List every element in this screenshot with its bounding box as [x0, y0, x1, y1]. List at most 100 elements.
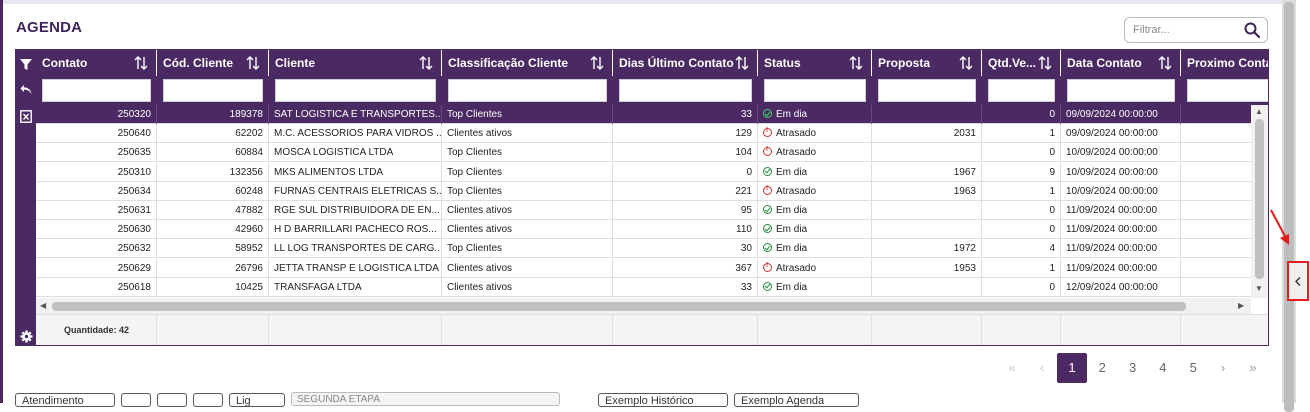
column-header-classificacao[interactable]: Classificação Cliente — [442, 50, 613, 76]
column-filter-data-contato[interactable] — [1067, 79, 1175, 102]
vertical-scroll-thumb[interactable] — [1255, 119, 1264, 279]
export-excel-icon[interactable] — [18, 108, 34, 124]
column-header-status[interactable]: Status — [758, 50, 872, 76]
filter-input[interactable] — [1131, 22, 1241, 38]
vertical-scrollbar[interactable]: ▲ ▼ — [1251, 105, 1268, 298]
table-row[interactable]: 250635 60884 MOSCA LOGISTICA LTDA Top Clien… — [36, 143, 1251, 163]
tool-button[interactable] — [193, 393, 223, 407]
horizontal-scroll-thumb[interactable] — [52, 302, 1186, 311]
column-filter-contato[interactable] — [42, 79, 151, 102]
column-filter-cod-cliente[interactable] — [163, 79, 263, 102]
cell-dias-ultimo-contato: 0 — [613, 162, 758, 182]
cell-contato: 250320 — [36, 105, 157, 124]
column-header-cliente[interactable]: Cliente — [269, 50, 442, 76]
cell-status: Atrasado — [758, 143, 872, 163]
cell-cliente: LL LOG TRANSPORTES DE CARG... — [269, 239, 442, 259]
column-filter-proximo-contato[interactable] — [1187, 79, 1268, 102]
page-scroll-thumb[interactable] — [1284, 2, 1294, 412]
column-header-dias-ultimo-contato[interactable]: Dias Último Contato — [613, 50, 758, 76]
edit-button[interactable] — [121, 393, 151, 407]
sort-icon[interactable] — [1158, 55, 1172, 71]
table-row[interactable]: 250310 132356 MKS ALIMENTOS LTDA Top Client… — [36, 162, 1251, 182]
table-row[interactable]: 250631 47882 RGE SUL DISTRIBUIDORA DE EN..… — [36, 201, 1251, 220]
cell-contato: 250640 — [36, 124, 157, 144]
table-row[interactable]: 250629 26796 JETTA TRANSP E LOGISTICA LTDA… — [36, 258, 1251, 278]
cell-cliente: SAT LOGISTICA E TRANSPORTES... — [269, 105, 442, 124]
page-2-button[interactable]: 2 — [1098, 360, 1106, 375]
table-row[interactable]: 250632 58952 LL LOG TRANSPORTES DE CARG...… — [36, 239, 1251, 259]
attendance-button[interactable]: Atendimento — [15, 393, 115, 407]
page-4-button[interactable]: 4 — [1159, 360, 1167, 375]
first-page-button[interactable]: « — [1008, 360, 1016, 375]
sort-icon[interactable] — [735, 55, 749, 71]
red-arrow-annotation — [1270, 209, 1289, 245]
column-header-data-contato[interactable]: Data Contato — [1061, 50, 1181, 76]
column-header-proposta[interactable]: Proposta — [872, 50, 982, 76]
history-example-button[interactable]: Exemplo Histórico — [598, 393, 728, 407]
cell-proximo-contato: 11/09/2024 — [1181, 201, 1251, 220]
status-text: Em dia — [776, 243, 808, 255]
column-filter-classificacao[interactable] — [448, 79, 607, 102]
stage-input[interactable]: SEGUNDA ETAPA — [291, 392, 560, 406]
column-header-label: Cód. Cliente — [163, 56, 234, 70]
filter-box[interactable] — [1124, 17, 1268, 43]
cell-cliente: TRANSFAGA LTDA — [269, 277, 442, 297]
cell-classificacao: Clientes ativos — [442, 124, 613, 144]
sort-icon[interactable] — [590, 55, 604, 71]
page-3-button[interactable]: 3 — [1128, 360, 1137, 375]
scroll-up-arrow[interactable]: ▲ — [1255, 107, 1263, 116]
refresh-button[interactable] — [157, 393, 187, 407]
collapse-panel-button[interactable] — [1287, 261, 1309, 301]
column-filter-row — [36, 76, 1268, 105]
status-text: Em dia — [776, 224, 808, 236]
table-row[interactable]: 250618 10425 TRANSFAGA LTDA Clientes ativos… — [36, 277, 1251, 297]
link-button[interactable]: Lig — [229, 393, 285, 407]
cell-cod-cliente: 26796 — [157, 258, 269, 278]
column-filter-status[interactable] — [764, 79, 866, 102]
cell-proximo-contato: 12/09/2024 — [1181, 278, 1251, 297]
sort-icon[interactable] — [1038, 55, 1052, 71]
table-row[interactable]: 250320 189378 SAT LOGISTICA E TRANSPORTES.… — [36, 105, 1251, 124]
next-page-button[interactable]: › — [1220, 360, 1226, 375]
sort-icon[interactable] — [419, 55, 433, 71]
search-icon[interactable] — [1244, 22, 1260, 38]
undo-icon[interactable] — [18, 82, 34, 98]
column-header-cod-cliente[interactable]: Cód. Cliente — [157, 50, 269, 76]
status-text: Atrasado — [776, 262, 817, 274]
last-page-button[interactable]: » — [1249, 360, 1257, 375]
table-row[interactable]: 250640 62202 M.C. ACESSORIOS PARA VIDROS .… — [36, 124, 1251, 144]
cell-dias-ultimo-contato: 33 — [613, 105, 758, 124]
filter-icon[interactable] — [18, 57, 34, 73]
scroll-down-arrow[interactable]: ▼ — [1255, 284, 1263, 293]
horizontal-scrollbar[interactable]: ◀ ▶ — [36, 298, 1251, 314]
table-row[interactable]: 250630 42960 H D BARRILLARI PACHECO ROS...… — [36, 220, 1251, 240]
column-filter-proposta[interactable] — [878, 79, 976, 102]
cell-data-contato: 11/09/2024 00:00:00 — [1061, 258, 1181, 278]
page-scrollbar[interactable] — [1282, 0, 1296, 412]
agenda-grid: Contato Cód. Cliente Cliente Classificação … — [15, 49, 1269, 346]
page-5-button[interactable]: 5 — [1189, 360, 1197, 375]
column-header-contato[interactable]: Contato — [36, 50, 157, 76]
previous-page-button[interactable]: ‹ — [1039, 360, 1045, 375]
column-filter-cliente[interactable] — [275, 79, 436, 102]
agenda-example-button[interactable]: Exemplo Agenda — [734, 393, 859, 407]
settings-icon[interactable] — [18, 328, 34, 344]
table-row[interactable]: 250634 60248 FURNAS CENTRAIS ELETRICAS S..… — [36, 181, 1251, 201]
column-header-label: Classificação Cliente — [448, 56, 569, 70]
status-text: Em dia — [776, 205, 808, 216]
scroll-left-arrow[interactable]: ◀ — [40, 301, 47, 310]
column-header-qtd-vendas[interactable]: Qtd.Ve... — [982, 50, 1061, 76]
column-filter-qtd-vendas[interactable] — [988, 79, 1055, 102]
cell-contato: 250635 — [36, 143, 157, 163]
sort-icon[interactable] — [849, 55, 863, 71]
page-1-button[interactable]: 1 — [1057, 353, 1087, 383]
sort-icon[interactable] — [134, 55, 148, 71]
cell-qtd-vendas: 1 — [982, 258, 1061, 278]
sort-icon[interactable] — [959, 55, 973, 71]
column-filter-dias-ultimo-contato[interactable] — [619, 79, 752, 102]
sort-icon[interactable] — [246, 55, 260, 71]
cell-classificacao: Top Clientes — [442, 239, 613, 259]
cell-proximo-contato: 10/09/2024 — [1181, 163, 1251, 182]
scroll-right-arrow[interactable]: ▶ — [1238, 301, 1245, 310]
column-header-proximo-contato[interactable]: Proximo Contato — [1181, 50, 1268, 76]
